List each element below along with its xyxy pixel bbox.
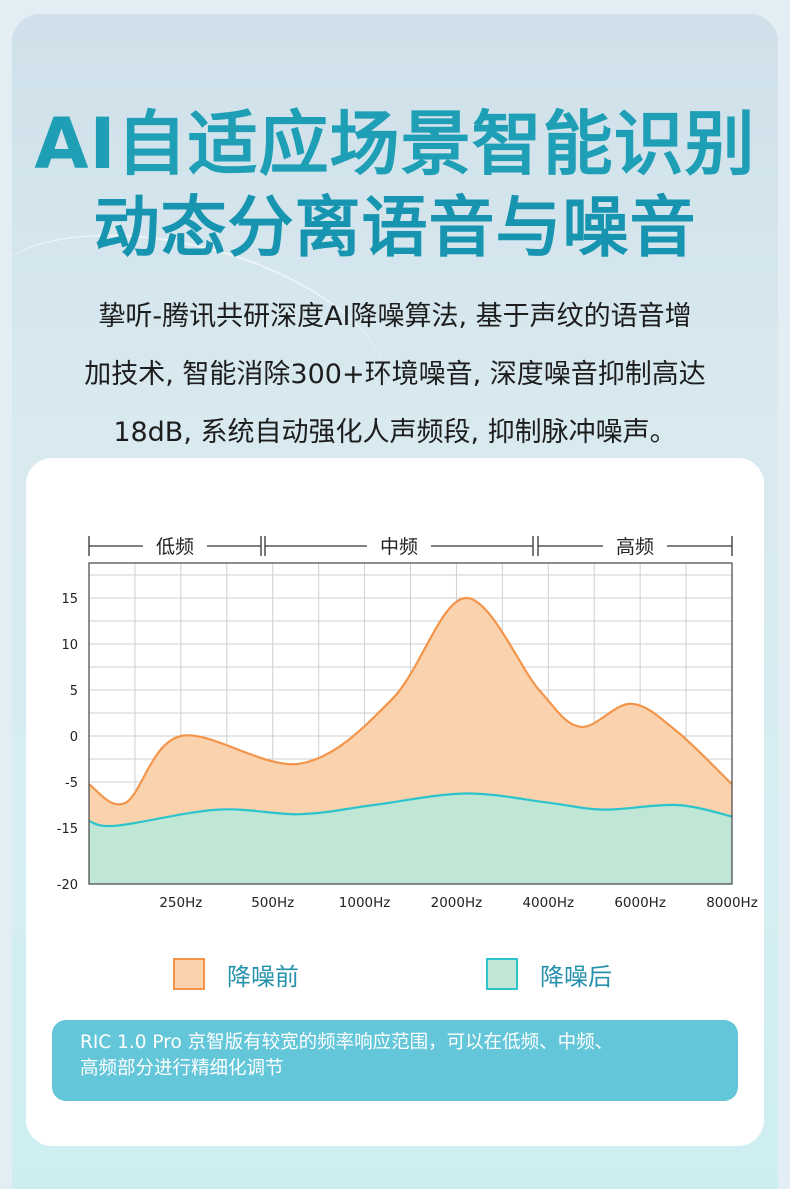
- x-tick-label: 250Hz: [159, 895, 202, 911]
- description-line-1: 挚听-腾讯共研深度AI降噪算法, 基于声纹的语音增: [98, 301, 692, 332]
- legend-item-after: 降噪后: [486, 956, 612, 992]
- info-note: RIC 1.0 Pro 京智版有较宽的频率响应范围，可以在低频、中频、 高频部分…: [52, 1020, 738, 1101]
- legend-swatch-before: [173, 958, 205, 990]
- info-note-line-1: RIC 1.0 Pro 京智版有较宽的频率响应范围，可以在低频、中频、: [80, 1032, 614, 1053]
- chart-frame: [88, 562, 733, 885]
- y-tick-label: -15: [57, 822, 78, 837]
- legend-label-before: 降噪前: [227, 962, 299, 991]
- info-note-line-2: 高频部分进行精细化调节: [80, 1058, 284, 1079]
- y-axis-labels: 15 10 5 0 -5 -15 -20: [57, 592, 78, 893]
- x-tick-label: 4000Hz: [522, 895, 574, 911]
- y-tick-label: -5: [65, 776, 78, 791]
- x-tick-label: 1000Hz: [339, 895, 391, 911]
- series-before-line: [88, 596, 733, 806]
- x-tick-label: 6000Hz: [614, 895, 666, 911]
- y-tick-label: 0: [70, 730, 78, 745]
- description-line-2: 加技术, 智能消除300+环境噪音, 深度噪音抑制高达: [84, 359, 706, 390]
- x-tick-label: 2000Hz: [431, 895, 483, 911]
- frequency-response-chart: 15 10 5 0 -5 -15 -20 250Hz 500Hz 1000Hz 2000Hz 400…: [57, 536, 758, 911]
- description: 挚听-腾讯共研深度AI降噪算法, 基于声纹的语音增 加技术, 智能消除300+环…: [45, 288, 745, 462]
- headline-line-2: 动态分离语音与噪音: [93, 189, 697, 266]
- x-axis-labels: 250Hz 500Hz 1000Hz 2000Hz 4000Hz 6000Hz 8000Hz: [159, 895, 757, 911]
- series-after-line: [88, 792, 733, 828]
- legend-item-before: 降噪前: [173, 956, 299, 992]
- legend-label-after: 降噪后: [540, 962, 612, 991]
- x-tick-label: 500Hz: [251, 895, 294, 911]
- band-label: 中频: [380, 536, 418, 558]
- y-tick-label: 10: [61, 638, 78, 653]
- x-tick-label: 8000Hz: [706, 895, 758, 911]
- description-line-3: 18dB, 系统自动强化人声频段, 抑制脉冲噪声。: [113, 417, 677, 448]
- y-tick-label: 15: [61, 592, 78, 607]
- band-label: 低频: [156, 536, 194, 558]
- series-after-area: [89, 793, 732, 884]
- legend-swatch-after: [486, 958, 518, 990]
- band-label: 高频: [616, 536, 654, 558]
- frequency-bands: 低频 中频 高频: [88, 536, 733, 558]
- headline-line-1: AI自适应场景智能识别: [34, 103, 756, 185]
- y-tick-label: -20: [57, 878, 78, 893]
- y-tick-label: 5: [70, 684, 78, 699]
